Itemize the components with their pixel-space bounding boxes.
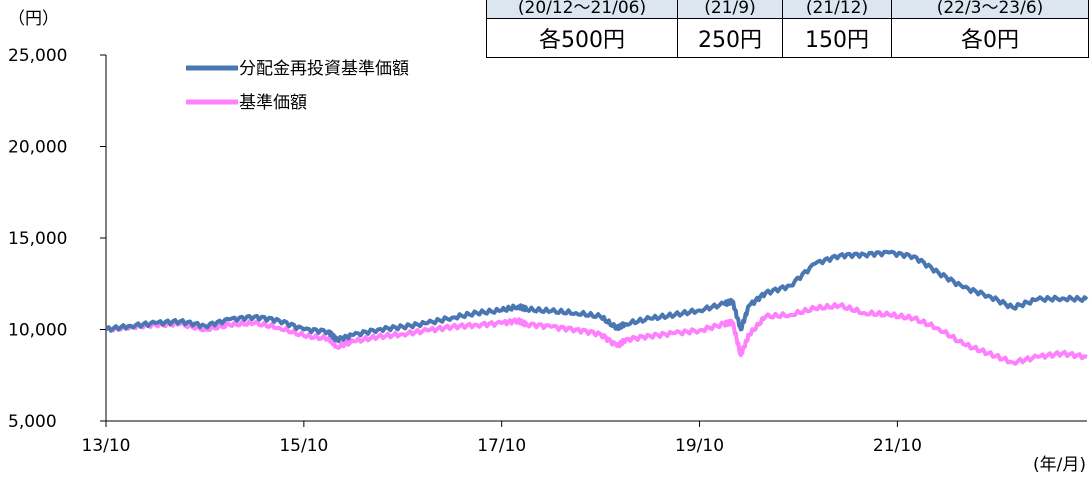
y-tick-label: 5,000 — [8, 412, 57, 432]
x-tick-label: 13/10 — [82, 436, 131, 456]
distribution-period-2: (21/9) — [677, 0, 783, 19]
distribution-amount-3: 150円 — [782, 18, 892, 58]
y-axis-ticks: 5,000 10,000 15,000 20,000 25,000 — [8, 46, 106, 432]
x-axis-ticks: 13/10 15/10 17/10 19/10 21/10 — [82, 421, 922, 456]
legend-label-reinvested: 分配金再投資基準価額 — [239, 59, 409, 79]
legend-label-nav: 基準価額 — [239, 93, 307, 113]
x-tick-label: 17/10 — [477, 436, 526, 456]
y-tick-label: 10,000 — [8, 321, 67, 341]
distribution-amount-2: 250円 — [677, 18, 783, 58]
y-tick-label: 25,000 — [8, 46, 67, 66]
legend: 分配金再投資基準価額 基準価額 — [186, 59, 409, 113]
distribution-table: (20/12～21/06) (21/9) (21/12) (22/3～23/6)… — [486, 0, 1089, 58]
distribution-amount-4: 各0円 — [891, 18, 1089, 58]
distribution-period-1: (20/12～21/06) — [486, 0, 678, 19]
distribution-amount-1: 各500円 — [486, 18, 678, 58]
series-line-reinvested — [104, 249, 1089, 344]
x-tick-label: 19/10 — [675, 436, 724, 456]
x-tick-label: 15/10 — [279, 436, 328, 456]
y-tick-label: 15,000 — [8, 229, 67, 249]
distribution-period-4: (22/3～23/6) — [891, 0, 1089, 19]
y-axis-unit-label: （円） — [8, 9, 59, 29]
y-tick-label: 20,000 — [8, 138, 67, 158]
distribution-table-value-row: 各500円 250円 150円 各0円 — [486, 18, 1089, 58]
distribution-period-3: (21/12) — [782, 0, 892, 19]
series-line-nav — [104, 302, 1088, 366]
distribution-table-header-row: (20/12～21/06) (21/9) (21/12) (22/3～23/6) — [486, 0, 1089, 19]
series-lines — [104, 249, 1089, 366]
x-axis-unit-label: (年/月) — [1033, 455, 1086, 475]
x-tick-label: 21/10 — [873, 436, 922, 456]
